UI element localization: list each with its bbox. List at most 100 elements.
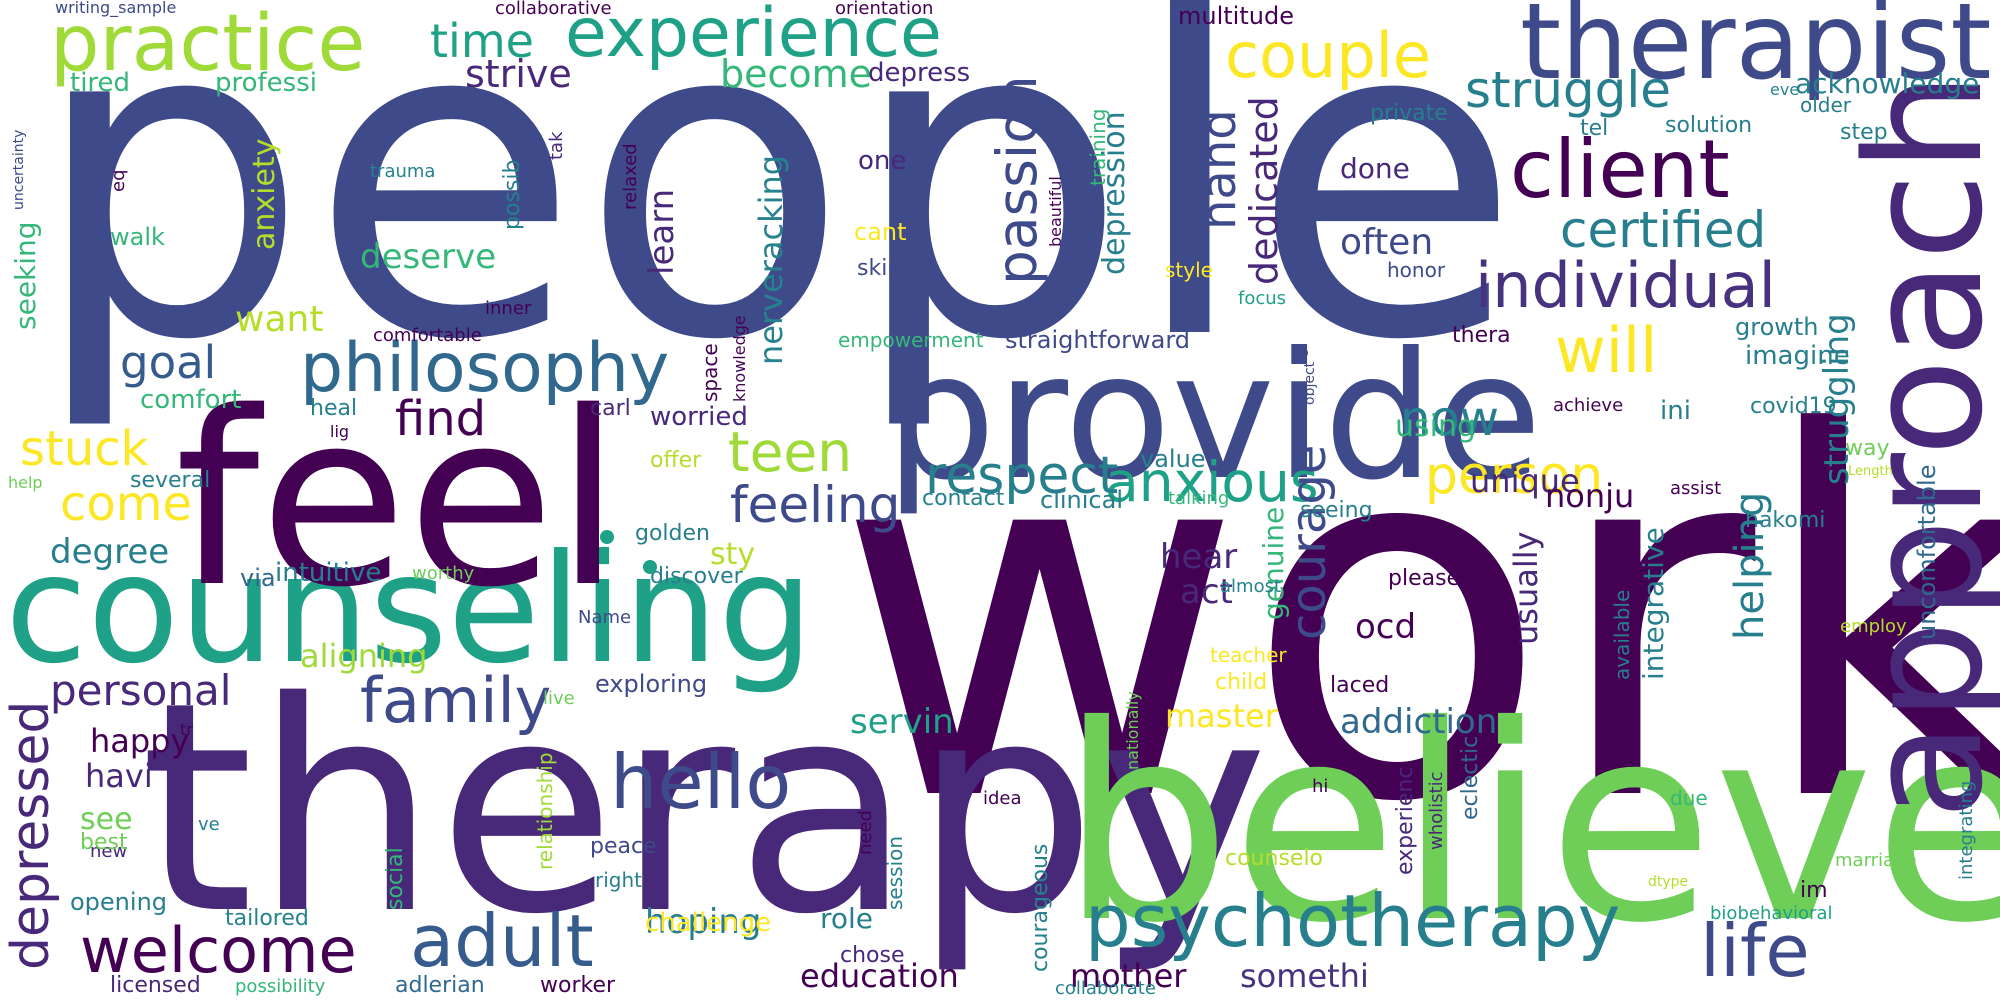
word-goal: goal — [120, 336, 217, 389]
word-integrating: integrating — [1956, 780, 1977, 880]
word-provide: provide — [885, 316, 1543, 519]
word-challenge: challenge — [645, 908, 772, 938]
word-inner: inner — [485, 298, 532, 319]
word-people: people — [30, 0, 1522, 436]
word-ocd: ocd — [1355, 607, 1417, 647]
word-tel: tel — [1580, 116, 1609, 141]
word-role: role — [820, 902, 874, 935]
word-honor: honor — [1387, 258, 1446, 282]
word-practice: practice — [50, 0, 366, 89]
word-opening: opening — [70, 888, 168, 916]
word-done: done — [1340, 152, 1410, 185]
word-older: older — [1800, 93, 1852, 117]
word-contact: contact — [922, 486, 1005, 511]
word-comfortable: comfortable — [373, 325, 482, 346]
word-welcome: welcome — [80, 914, 357, 987]
word-havi: havi — [85, 757, 153, 795]
word-using: using — [1395, 409, 1477, 444]
word-growth: growth — [1735, 313, 1819, 341]
word-happy: happy — [90, 722, 190, 760]
word-orientation: orientation — [835, 0, 934, 19]
dot-navy — [1298, 348, 1308, 358]
word-education: education — [800, 957, 959, 995]
word-passion: passion — [985, 75, 1049, 285]
dot-teal — [643, 560, 657, 574]
word-tired: tired — [70, 68, 131, 98]
word-beautiful: beautiful — [1046, 176, 1065, 247]
word-lig: lig — [330, 422, 350, 441]
word-one: one — [858, 146, 907, 176]
word-depressed: depressed — [1, 700, 61, 970]
word-achieve: achieve — [1553, 395, 1624, 416]
word-person: person — [1425, 446, 1604, 506]
word-biobehavioral: biobehavioral — [1710, 903, 1833, 924]
word-psychotherapy: psychotherapy — [1085, 879, 1621, 963]
word-hand: hand — [1191, 109, 1247, 230]
word-act: act — [1180, 572, 1233, 612]
word-straightforward: straightforward — [1005, 326, 1191, 354]
word-empowerment: empowerment — [838, 328, 984, 352]
word-deserve: deserve — [360, 237, 497, 277]
word-strive: strive — [465, 52, 572, 96]
word-social: social — [383, 847, 408, 910]
word-ini: ini — [1660, 396, 1691, 426]
word-counselo: counselo — [1225, 846, 1324, 871]
word-couple: couple — [1225, 19, 1432, 92]
word-need: need — [855, 810, 876, 855]
word-laced: laced — [1330, 673, 1390, 698]
word-worker: worker — [540, 973, 616, 998]
word-genuine: genuine — [1257, 506, 1290, 620]
word-exploring: exploring — [595, 670, 708, 698]
word-style: style — [1165, 258, 1213, 282]
word-anxious: anxious — [1105, 450, 1319, 514]
word-struggle: struggle — [1465, 61, 1672, 119]
word-chose: chose — [840, 943, 905, 968]
word-im: im — [1800, 878, 1828, 903]
word-work: work — [835, 329, 2000, 911]
word-due: due — [1670, 786, 1708, 810]
word-courageous: courageous — [1028, 843, 1053, 972]
word-golden: golden — [635, 521, 710, 546]
word-skin: skin — [857, 256, 902, 281]
word-master: master — [1165, 697, 1278, 735]
word-therapist: therapist — [1520, 0, 1992, 103]
word-eclectic: eclectic — [1458, 735, 1483, 820]
word-possib: possib — [500, 159, 525, 230]
word-become: become — [720, 52, 873, 96]
word-nationally: nationally — [1123, 691, 1142, 770]
word-family: family — [360, 664, 552, 737]
word-anxiety: anxiety — [247, 138, 282, 250]
word-uncertainty: uncertainty — [11, 129, 27, 210]
word-find: find — [395, 391, 487, 447]
word-worthy: worthy — [412, 563, 475, 584]
word-available: available — [1610, 589, 1634, 680]
word-ve: ve — [198, 814, 220, 835]
word-time: time — [430, 14, 534, 68]
word-walk: walk — [110, 223, 165, 251]
word-stuck: stuck — [20, 421, 149, 477]
word-feel: feel — [175, 360, 622, 640]
word-hakomi: hakomi — [1745, 508, 1826, 533]
word-philosophy: philosophy — [300, 329, 670, 408]
word-space: space — [698, 343, 722, 402]
word-wholistic: wholistic — [1426, 771, 1447, 850]
word-certified: certified — [1560, 201, 1767, 259]
word-Length: Length — [1848, 464, 1893, 479]
word-employ: employ — [1840, 616, 1907, 637]
word-experience: experience — [565, 0, 942, 73]
word-knowledge: knowledge — [730, 315, 749, 402]
word-covid19: covid19 — [1750, 394, 1837, 419]
word-nonju: nonju — [1545, 477, 1635, 515]
dot-green — [600, 530, 614, 544]
word-cant: cant — [854, 218, 907, 246]
word-dedicated: dedicated — [1242, 96, 1286, 285]
word-value: value — [1140, 445, 1206, 473]
word-client: client — [1510, 123, 1730, 216]
word-hoping: hoping — [645, 902, 762, 942]
word-training: training — [1086, 108, 1110, 186]
word-writing-sample: writing_sample — [55, 0, 177, 17]
word-session: session — [883, 835, 907, 910]
word-please: please — [1388, 566, 1461, 591]
word-tailored: tailored — [225, 906, 309, 931]
